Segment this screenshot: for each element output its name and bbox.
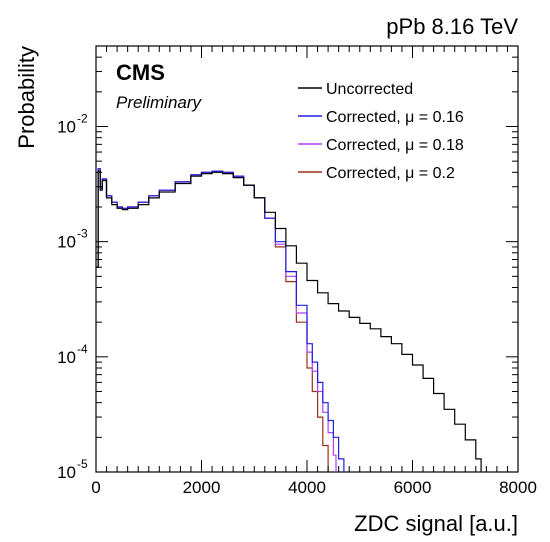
experiment-label: CMS [116, 60, 165, 85]
y-axis-label: Probability [14, 46, 39, 149]
y-tick-exponent: -2 [77, 111, 88, 125]
data-lines [96, 168, 482, 472]
series-line-3 [96, 168, 329, 472]
status-label: Preliminary [116, 93, 203, 112]
y-tick-exponent: -5 [77, 457, 88, 471]
legend-label: Corrected, μ = 0.18 [326, 137, 464, 154]
series-line-1 [96, 168, 345, 472]
x-tick-label: 4000 [288, 478, 326, 497]
y-tick-exponent: -4 [77, 342, 88, 356]
y-tick-label: 10 [57, 117, 76, 136]
legend-label: Uncorrected [326, 81, 413, 98]
legend: Uncorrected Corrected, μ = 0.16 Corrected,… [298, 81, 464, 182]
y-tick-label: 10 [57, 463, 76, 482]
series-line-0 [96, 170, 482, 472]
x-tick-label: 0 [91, 478, 100, 497]
x-axis-label: ZDC signal [a.u.] [354, 511, 518, 536]
y-tick-label: 10 [57, 233, 76, 252]
x-tick-label: 6000 [394, 478, 432, 497]
y-tick-label: 10 [57, 348, 76, 367]
header-text: pPb 8.16 TeV [386, 14, 518, 39]
axis-ticks [95, 45, 519, 473]
legend-label: Corrected, μ = 0.2 [326, 165, 455, 182]
series-line-2 [96, 168, 337, 472]
legend-label: Corrected, μ = 0.16 [326, 109, 464, 126]
y-tick-exponent: -3 [77, 227, 88, 241]
x-tick-label: 2000 [183, 478, 221, 497]
x-tick-label: 8000 [499, 478, 537, 497]
